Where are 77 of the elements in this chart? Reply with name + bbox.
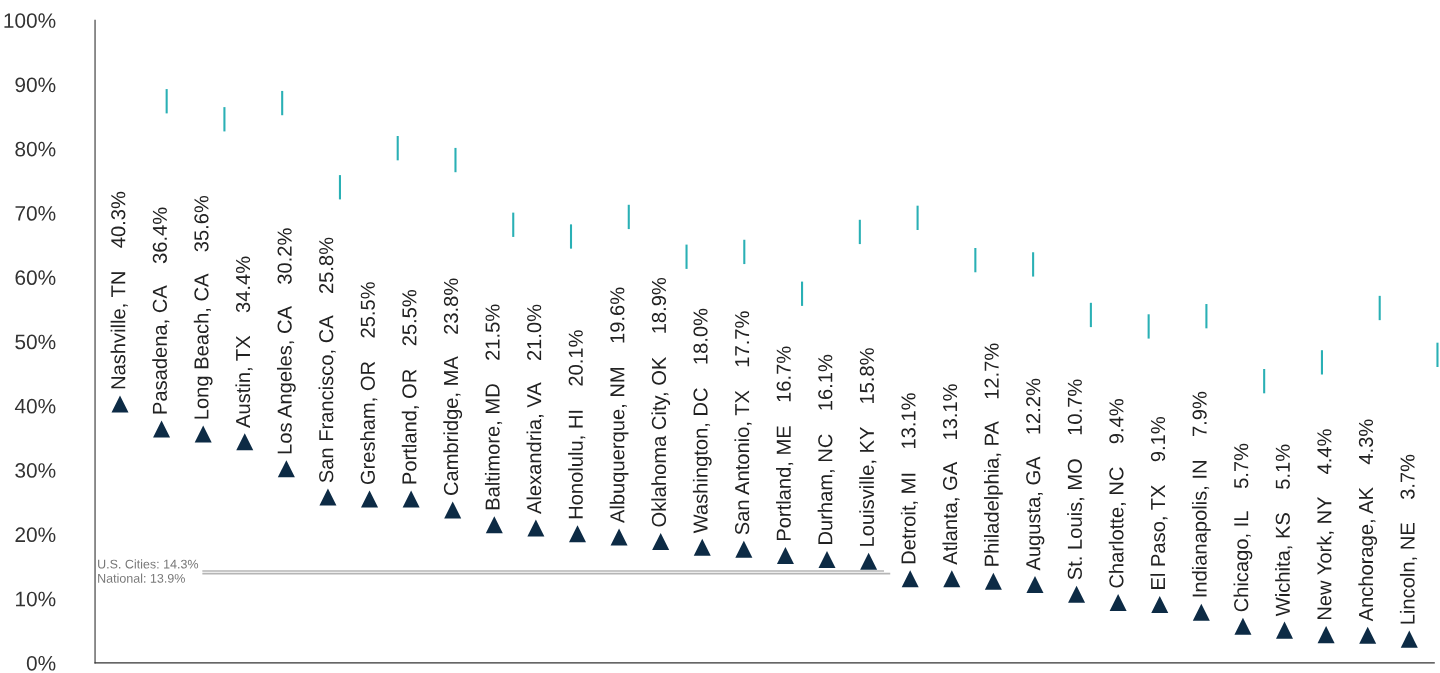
- point: [319, 488, 337, 506]
- category-label: Albuquerque, NM 19.6%: [609, 287, 629, 523]
- point: [1068, 585, 1086, 603]
- y-tick-label: 70%: [15, 206, 56, 221]
- point: [153, 420, 171, 438]
- point: [1109, 593, 1127, 611]
- y-tick-label: 10%: [16, 591, 56, 607]
- point: [1026, 575, 1044, 593]
- category-label: Chicago, IL 5.7%: [1233, 443, 1253, 612]
- point: [735, 540, 753, 558]
- category-label: Los Angeles, CA 30.2%: [276, 228, 296, 454]
- point: [1192, 603, 1210, 621]
- y-tick-label: 60%: [15, 270, 56, 286]
- category-label: Charlotte, NC 9.4%: [1108, 399, 1126, 588]
- category-label: Alexandria, VA 21.0%: [526, 304, 544, 515]
- y-tick-label: 40%: [14, 398, 56, 414]
- category-label: Long Beach, CA 35.6%: [193, 195, 213, 419]
- ref-line-label: National: 13.9%: [98, 573, 185, 583]
- y-tick-label: 30%: [15, 463, 56, 478]
- category-label: Philadelphia, PA 12.7%: [984, 343, 1003, 566]
- point: [776, 547, 794, 565]
- point: [1317, 626, 1335, 644]
- category-label: Augusta, GA 12.2%: [1026, 378, 1045, 571]
- point: [818, 550, 836, 568]
- category-label: Indianapolis, IN 7.9%: [1191, 391, 1211, 597]
- point: [1151, 595, 1169, 613]
- y-tick-label: 20%: [15, 527, 56, 543]
- point: [194, 425, 212, 443]
- point: [361, 490, 379, 508]
- point: [610, 528, 628, 546]
- point: [943, 570, 961, 588]
- y-tick-label: 80%: [15, 141, 56, 157]
- category-label: Cambridge, MA 23.8%: [443, 278, 463, 496]
- point: [111, 395, 129, 413]
- category-label: Washington, DC 18.0%: [692, 308, 712, 534]
- y-tick-label: 50%: [15, 334, 56, 350]
- point: [277, 460, 295, 478]
- category-label: Anchorage, AK 4.3%: [1358, 419, 1378, 622]
- point: [652, 532, 670, 550]
- category-label: New York, NY 4.4%: [1316, 429, 1334, 620]
- point: [1400, 630, 1418, 648]
- category-label: Austin, TX 34.4%: [235, 256, 253, 428]
- category-label: Nashville, TN 40.3%: [110, 191, 128, 389]
- category-label: Portland, ME 16.7%: [776, 346, 794, 541]
- ref-line-label: U.S. Cities: 14.3%: [98, 559, 199, 569]
- category-label: Baltimore, MD 21.5%: [484, 304, 503, 510]
- category-label: Detroit, MI 13.1%: [900, 393, 918, 564]
- point: [1234, 617, 1252, 635]
- point: [1276, 621, 1294, 639]
- category-label: Lincoln, NE 3.7%: [1399, 454, 1418, 624]
- point: [568, 525, 586, 543]
- point: [984, 572, 1002, 590]
- category-label: San Antonio, TX 17.7%: [734, 311, 752, 535]
- point: [860, 552, 878, 570]
- category-label: San Francisco, CA 25.8%: [318, 237, 336, 483]
- point: [901, 570, 919, 588]
- point: [444, 501, 462, 519]
- point: [236, 433, 254, 451]
- category-label: Oklahoma City, OK 18.9%: [651, 277, 671, 527]
- point: [402, 490, 420, 508]
- y-tick-label: 100%: [4, 13, 56, 28]
- point: [527, 519, 545, 537]
- point: [693, 538, 711, 556]
- category-label: Louisville, KY 15.8%: [859, 348, 877, 546]
- category-label: Atlanta, GA 13.1%: [942, 384, 960, 565]
- category-label: Gresham, OR 25.5%: [360, 282, 378, 485]
- point: [1359, 626, 1377, 644]
- category-label: El Paso, TX 9.1%: [1150, 416, 1168, 589]
- category-label: Wichita, KS 5.1%: [1275, 444, 1293, 617]
- y-tick-label: 90%: [15, 77, 56, 93]
- point: [485, 516, 503, 534]
- category-label: St. Louis, MO 10.7%: [1067, 379, 1085, 580]
- y-tick-label: 0%: [26, 655, 56, 671]
- category-label: Honolulu, HI 20.1%: [568, 330, 586, 519]
- category-label: Portland, OR 25.5%: [401, 289, 419, 484]
- category-label: Durham, NC 16.1%: [817, 354, 835, 544]
- category-label: Pasadena, CA 36.4%: [152, 207, 170, 414]
